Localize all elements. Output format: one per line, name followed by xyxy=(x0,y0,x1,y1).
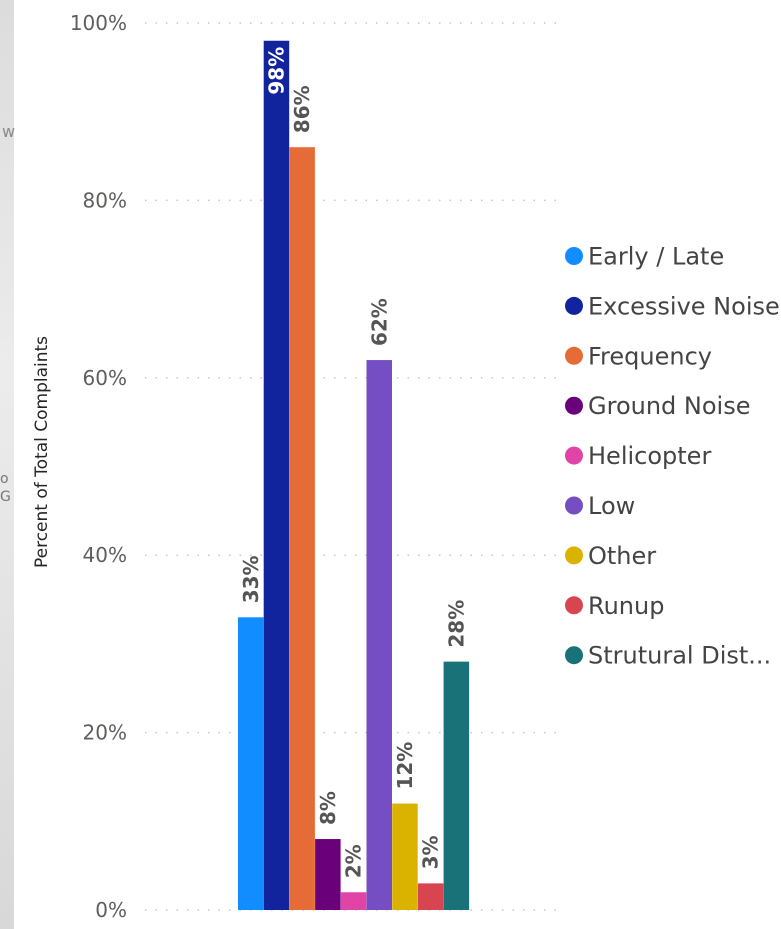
legend-marker xyxy=(565,646,583,665)
bar[interactable] xyxy=(340,892,367,910)
legend-entry[interactable]: Frequency xyxy=(588,342,712,370)
data-label: 28% xyxy=(444,600,468,648)
y-axis-title: Percent of Total Complaints xyxy=(32,336,52,568)
data-label: 33% xyxy=(239,555,263,603)
bar[interactable] xyxy=(417,883,444,910)
bar[interactable] xyxy=(392,803,418,910)
y-tick-label: 40% xyxy=(83,543,127,567)
legend-entry[interactable]: Strutural Dist... xyxy=(588,642,771,670)
bar[interactable] xyxy=(366,360,393,910)
legend-entry[interactable]: Excessive Noise xyxy=(588,292,780,320)
y-tick-label: 20% xyxy=(83,721,127,745)
y-tick-label: 100% xyxy=(70,11,127,35)
legend-marker xyxy=(565,396,583,415)
y-tick-label: 80% xyxy=(83,188,127,212)
bar[interactable] xyxy=(289,147,315,910)
data-label: 8% xyxy=(316,791,340,825)
data-label: 62% xyxy=(367,298,391,346)
bar[interactable] xyxy=(443,661,470,910)
data-label: 12% xyxy=(393,742,417,790)
data-label: 98% xyxy=(264,47,288,95)
y-tick-label: 60% xyxy=(83,366,127,390)
legend-marker xyxy=(565,296,583,315)
legend-marker xyxy=(565,596,583,615)
legend-entry[interactable]: Runup xyxy=(588,592,664,620)
legend-entry[interactable]: Low xyxy=(588,492,635,520)
y-axis: 0% 20% 40% 60% 80% 100% xyxy=(70,11,127,922)
legend-marker xyxy=(565,496,583,515)
data-label: 86% xyxy=(290,85,314,133)
legend-marker xyxy=(565,247,583,265)
legend-marker xyxy=(565,546,583,565)
bar[interactable] xyxy=(238,617,264,910)
bar[interactable] xyxy=(263,40,290,911)
map-fragment-text: w xyxy=(2,122,16,141)
legend: Early / Late Excessive Noise Frequency Grou… xyxy=(565,243,780,670)
legend-entry[interactable]: Helicopter xyxy=(588,442,711,470)
legend-marker xyxy=(565,346,583,365)
legend-entry[interactable]: Early / Late xyxy=(588,243,724,271)
bar[interactable] xyxy=(315,839,341,910)
data-label: 2% xyxy=(342,844,366,878)
y-tick-label: 0% xyxy=(95,898,127,922)
gridlines xyxy=(145,22,562,911)
legend-entry[interactable]: Ground Noise xyxy=(588,392,750,420)
data-labels: 33% 98%86% 8%2% 62% 12% 3% 28% xyxy=(239,47,469,879)
legend-entry[interactable]: Other xyxy=(588,542,656,570)
bars xyxy=(238,40,470,911)
data-label: 3% xyxy=(419,835,443,869)
legend-marker xyxy=(565,446,583,465)
